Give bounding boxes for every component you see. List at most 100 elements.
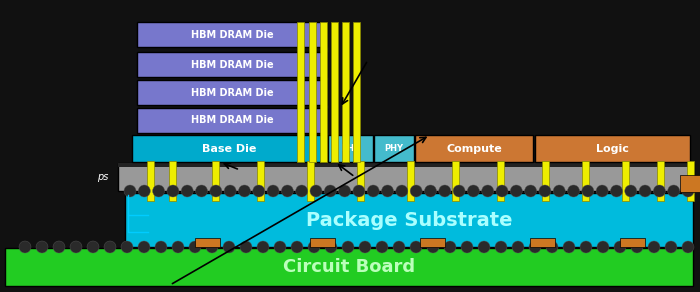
Ellipse shape bbox=[453, 185, 465, 197]
FancyBboxPatch shape bbox=[420, 238, 445, 247]
FancyBboxPatch shape bbox=[297, 22, 304, 162]
Ellipse shape bbox=[189, 241, 201, 253]
Ellipse shape bbox=[597, 241, 609, 253]
Ellipse shape bbox=[104, 241, 116, 253]
Ellipse shape bbox=[631, 241, 643, 253]
Ellipse shape bbox=[496, 185, 508, 197]
FancyBboxPatch shape bbox=[137, 52, 327, 77]
Ellipse shape bbox=[359, 241, 371, 253]
Ellipse shape bbox=[195, 185, 207, 197]
FancyBboxPatch shape bbox=[353, 22, 360, 162]
FancyBboxPatch shape bbox=[257, 161, 264, 201]
Ellipse shape bbox=[138, 241, 150, 253]
Ellipse shape bbox=[291, 241, 303, 253]
FancyBboxPatch shape bbox=[307, 161, 314, 201]
Ellipse shape bbox=[53, 241, 65, 253]
Ellipse shape bbox=[274, 241, 286, 253]
Ellipse shape bbox=[155, 241, 167, 253]
Ellipse shape bbox=[224, 185, 236, 197]
Text: HBM DRAM Die: HBM DRAM Die bbox=[190, 88, 273, 98]
Ellipse shape bbox=[257, 241, 269, 253]
Ellipse shape bbox=[668, 185, 680, 197]
FancyBboxPatch shape bbox=[147, 161, 154, 201]
FancyBboxPatch shape bbox=[309, 22, 316, 162]
Ellipse shape bbox=[210, 185, 222, 197]
Text: HBM DRAM Die: HBM DRAM Die bbox=[190, 60, 273, 69]
Ellipse shape bbox=[239, 185, 251, 197]
Ellipse shape bbox=[524, 185, 537, 197]
Text: HBM DRAM Die: HBM DRAM Die bbox=[190, 116, 273, 126]
Ellipse shape bbox=[393, 241, 405, 253]
FancyBboxPatch shape bbox=[132, 135, 327, 162]
FancyBboxPatch shape bbox=[530, 238, 555, 247]
Ellipse shape bbox=[665, 241, 677, 253]
Ellipse shape bbox=[625, 185, 637, 197]
Ellipse shape bbox=[639, 185, 651, 197]
FancyBboxPatch shape bbox=[620, 238, 645, 247]
FancyBboxPatch shape bbox=[310, 238, 335, 247]
Ellipse shape bbox=[424, 185, 437, 197]
FancyBboxPatch shape bbox=[125, 193, 693, 247]
Ellipse shape bbox=[563, 241, 575, 253]
Ellipse shape bbox=[139, 185, 150, 197]
Ellipse shape bbox=[353, 185, 365, 197]
FancyBboxPatch shape bbox=[452, 161, 459, 201]
Text: Compute: Compute bbox=[446, 143, 502, 154]
Ellipse shape bbox=[427, 241, 439, 253]
FancyBboxPatch shape bbox=[582, 161, 589, 201]
FancyBboxPatch shape bbox=[195, 238, 220, 247]
FancyBboxPatch shape bbox=[407, 161, 414, 201]
FancyBboxPatch shape bbox=[137, 80, 327, 105]
Ellipse shape bbox=[610, 185, 622, 197]
Ellipse shape bbox=[546, 241, 558, 253]
Ellipse shape bbox=[382, 185, 393, 197]
Ellipse shape bbox=[461, 241, 473, 253]
Ellipse shape bbox=[181, 185, 193, 197]
Ellipse shape bbox=[153, 185, 164, 197]
Text: PHY: PHY bbox=[384, 144, 403, 153]
Ellipse shape bbox=[553, 185, 565, 197]
Ellipse shape bbox=[439, 185, 451, 197]
Ellipse shape bbox=[653, 185, 666, 197]
Ellipse shape bbox=[325, 241, 337, 253]
Ellipse shape bbox=[580, 241, 592, 253]
Ellipse shape bbox=[482, 185, 494, 197]
FancyBboxPatch shape bbox=[374, 135, 414, 162]
Ellipse shape bbox=[310, 185, 322, 197]
FancyBboxPatch shape bbox=[320, 22, 327, 162]
FancyBboxPatch shape bbox=[137, 22, 327, 47]
Ellipse shape bbox=[648, 241, 660, 253]
Ellipse shape bbox=[368, 185, 379, 197]
FancyBboxPatch shape bbox=[687, 161, 694, 201]
FancyBboxPatch shape bbox=[169, 161, 176, 201]
Ellipse shape bbox=[539, 185, 551, 197]
FancyBboxPatch shape bbox=[680, 175, 700, 192]
FancyBboxPatch shape bbox=[331, 22, 338, 162]
FancyBboxPatch shape bbox=[212, 161, 219, 201]
Ellipse shape bbox=[478, 241, 490, 253]
FancyBboxPatch shape bbox=[328, 135, 373, 162]
Ellipse shape bbox=[495, 241, 507, 253]
Ellipse shape bbox=[172, 241, 184, 253]
Ellipse shape bbox=[468, 185, 480, 197]
Ellipse shape bbox=[308, 241, 320, 253]
FancyBboxPatch shape bbox=[118, 163, 694, 167]
Ellipse shape bbox=[582, 185, 594, 197]
Text: ps: ps bbox=[97, 172, 108, 182]
Ellipse shape bbox=[529, 241, 541, 253]
Text: Circuit Board: Circuit Board bbox=[283, 258, 415, 276]
Ellipse shape bbox=[324, 185, 336, 197]
FancyBboxPatch shape bbox=[535, 135, 690, 162]
Ellipse shape bbox=[70, 241, 82, 253]
Ellipse shape bbox=[410, 241, 422, 253]
Ellipse shape bbox=[124, 185, 136, 197]
Ellipse shape bbox=[342, 241, 354, 253]
Ellipse shape bbox=[206, 241, 218, 253]
Ellipse shape bbox=[167, 185, 179, 197]
Text: Package Substrate: Package Substrate bbox=[306, 211, 512, 230]
Ellipse shape bbox=[410, 185, 422, 197]
FancyBboxPatch shape bbox=[5, 248, 693, 286]
Ellipse shape bbox=[267, 185, 279, 197]
Ellipse shape bbox=[596, 185, 608, 197]
Ellipse shape bbox=[19, 241, 31, 253]
